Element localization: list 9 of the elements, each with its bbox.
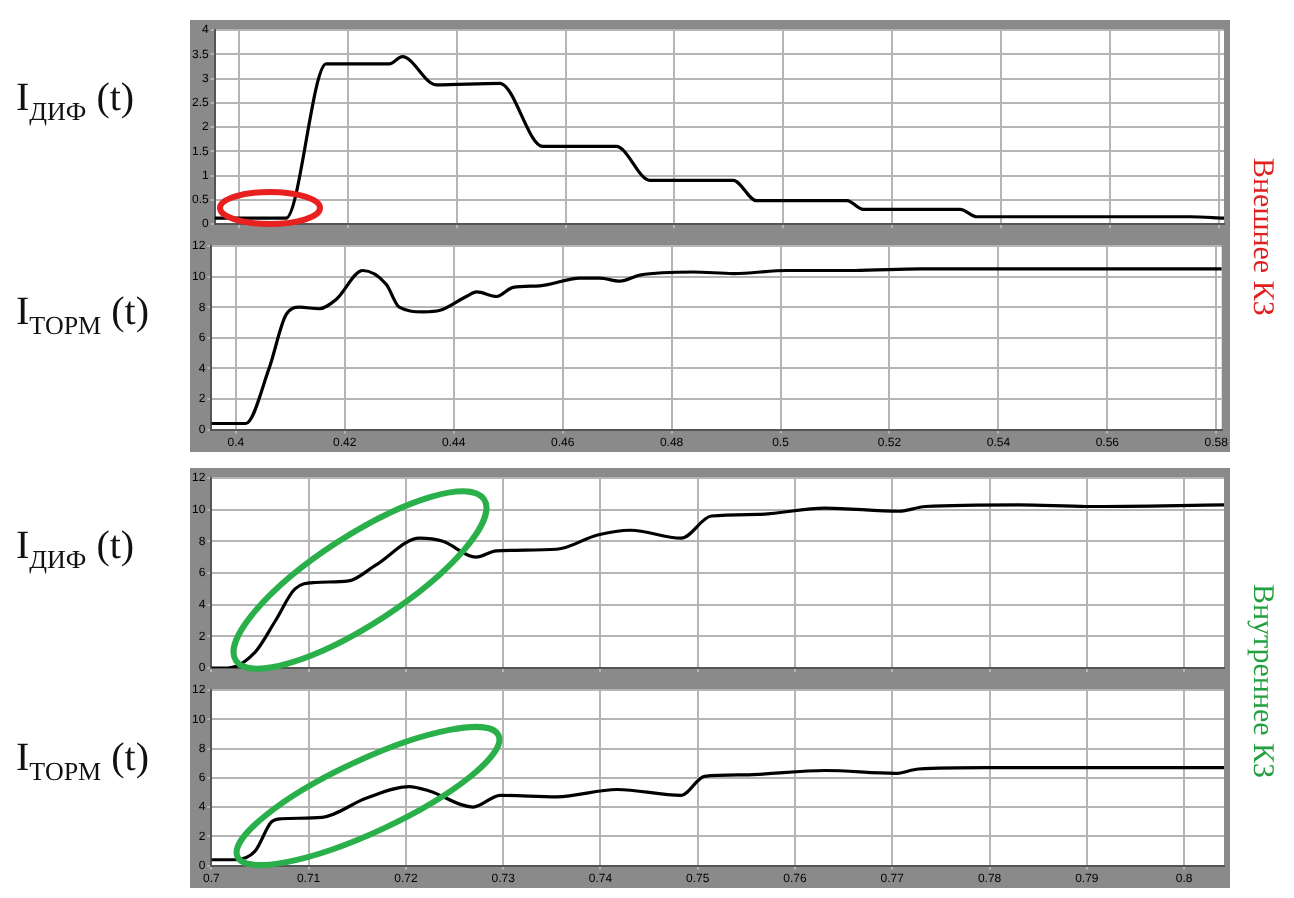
line-series xyxy=(211,267,1222,426)
line-series xyxy=(211,765,1224,862)
y-axis-title: I$_{ТОРМ}$ (t) xyxy=(16,736,150,788)
line-series xyxy=(214,55,1224,220)
y-axis-title: I$_{ДИФ}$ (t) xyxy=(16,524,135,576)
y-axis-title: I$_{ДИФ}$ (t) xyxy=(16,76,135,128)
y-axis-title: I$_{ТОРМ}$ (t) xyxy=(16,290,150,342)
text: Внутреннее КЗ xyxy=(1244,583,1278,778)
text: Внешнее КЗ xyxy=(1244,157,1278,315)
